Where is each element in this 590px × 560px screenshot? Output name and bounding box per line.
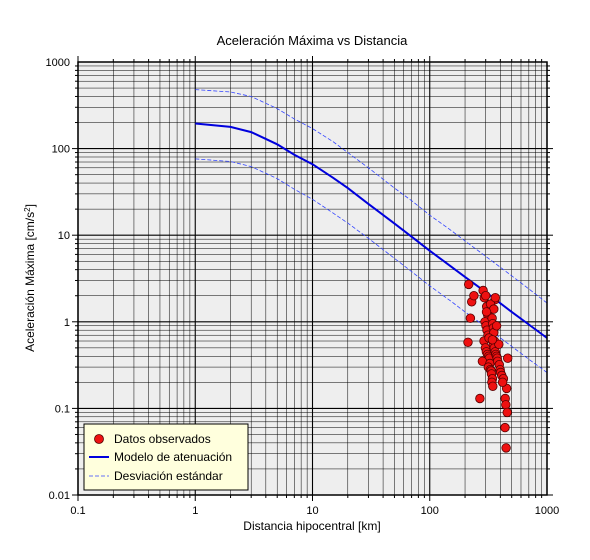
y-tick-label: 1 (64, 317, 70, 329)
y-axis-label: Aceleración Máxima [cm/s2] (23, 204, 37, 352)
deviation-lower-line (195, 158, 548, 373)
chart-title: Aceleración Máxima vs Distancia (217, 33, 409, 48)
x-tick-label: 10 (306, 505, 318, 517)
legend-marker-observed (94, 434, 104, 444)
observed-points (463, 279, 513, 453)
y-tick-label: 100 (52, 144, 70, 156)
grid-lines (77, 61, 548, 496)
y-tick-label: 10 (58, 230, 70, 242)
data-point (491, 321, 502, 331)
data-point (497, 377, 508, 388)
y-tick-label: 0.1 (55, 403, 70, 415)
data-point (500, 422, 510, 433)
data-point (494, 339, 504, 350)
deviation-upper-line (195, 89, 548, 304)
x-tick-label: 0.1 (70, 505, 85, 517)
data-point (463, 337, 473, 348)
y-axis-label-sup: 2 (23, 207, 32, 212)
y-axis-label-end: ] (23, 204, 37, 207)
legend-box (83, 423, 249, 491)
data-point (481, 291, 491, 301)
y-axis-label-main: Aceleración Máxima [cm/s (23, 212, 37, 352)
legend-label-deviation: Desviación estándar (114, 469, 223, 483)
data-point (501, 443, 511, 453)
data-point (469, 291, 479, 301)
x-tick-label: 1000 (535, 505, 559, 517)
data-point (490, 293, 501, 303)
data-point (501, 400, 511, 410)
legend-label-model: Modelo de atenuación (114, 450, 232, 464)
data-point (503, 353, 513, 363)
data-point (502, 407, 512, 418)
data-point (487, 335, 498, 345)
y-tick-label: 1000 (46, 57, 70, 69)
legend-label-observed: Datos observados (114, 432, 211, 446)
data-point (481, 307, 492, 317)
y-tick-label: 0.01 (49, 490, 70, 502)
legend: Datos observados Modelo de atenuación De… (83, 423, 249, 491)
x-tick-label: 1 (192, 505, 198, 517)
data-point (475, 393, 485, 404)
x-tick-label: 100 (421, 505, 439, 517)
data-point (488, 381, 498, 392)
data-point (465, 313, 476, 323)
x-axis-label: Distancia hipocentral [km] (243, 519, 380, 533)
data-point (464, 279, 474, 290)
deviation-lines (195, 89, 548, 373)
